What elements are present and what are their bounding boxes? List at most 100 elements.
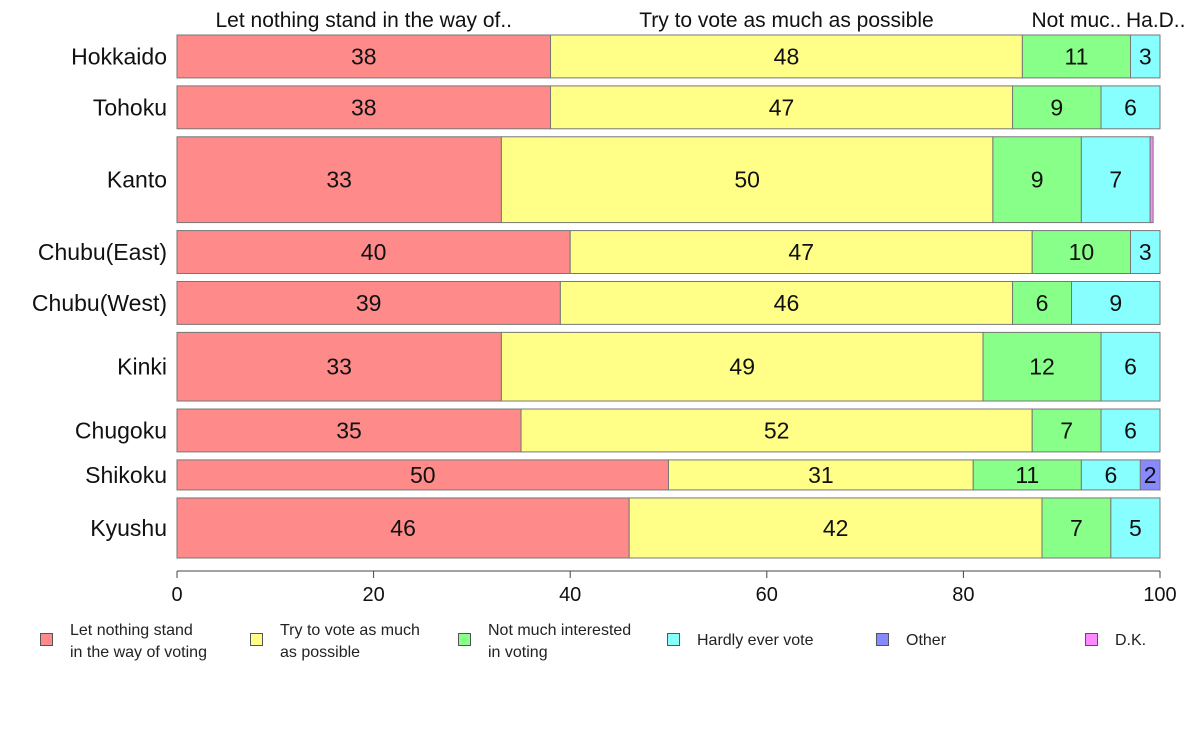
- bar-segment: [176, 408, 522, 453]
- data-label: 48: [774, 43, 800, 69]
- data-label: 12: [1029, 354, 1055, 380]
- bar-segment: [1130, 34, 1161, 79]
- data-label: 38: [351, 94, 377, 120]
- data-label: 9: [1050, 94, 1063, 120]
- bar-segment: [1031, 408, 1102, 453]
- data-label: 6: [1124, 417, 1137, 443]
- category-label: Chugoku: [75, 417, 167, 443]
- data-label: 46: [774, 290, 800, 316]
- x-tick-label: 60: [756, 584, 778, 606]
- data-label: 9: [1031, 167, 1044, 193]
- data-label: 40: [361, 239, 387, 265]
- x-tick-label: 80: [952, 584, 974, 606]
- data-label: 7: [1109, 167, 1122, 193]
- data-label: 38: [351, 43, 377, 69]
- category-label: Hokkaido: [71, 43, 167, 69]
- bar-segment: [1071, 280, 1161, 325]
- data-label: 50: [410, 462, 436, 488]
- data-label: 6: [1036, 290, 1049, 316]
- data-label: 11: [1064, 43, 1088, 69]
- legend-label: Hardly ever vote: [697, 632, 814, 649]
- data-label: 6: [1104, 462, 1117, 488]
- data-label: 11: [1015, 462, 1039, 488]
- bar-segment: [176, 34, 552, 79]
- legend-swatch: [876, 633, 889, 646]
- bar-segment: [1100, 331, 1161, 402]
- legend-item: Hardly ever vote: [667, 620, 814, 652]
- bar-segment: [1021, 34, 1132, 79]
- category-label: Shikoku: [85, 462, 167, 488]
- bar-segment: [176, 331, 502, 402]
- data-label: 47: [769, 94, 795, 120]
- bar-segment: [176, 230, 571, 274]
- category-label: Kanto: [107, 167, 167, 193]
- legend-item: Let nothing stand in the way of voting: [40, 620, 207, 664]
- x-tick-label: 0: [171, 584, 182, 606]
- bar-segment: [1041, 497, 1112, 559]
- legend-label: Let nothing stand in the way of voting: [70, 622, 207, 661]
- data-label: 46: [390, 515, 416, 541]
- bar-segment: [1100, 85, 1161, 130]
- x-tick-label: 20: [362, 584, 384, 606]
- series-header: Not muc..: [1032, 9, 1122, 32]
- series-header: Let nothing stand in the way of..: [215, 9, 512, 32]
- data-label: 42: [823, 515, 849, 541]
- bar-segment: [550, 85, 1014, 130]
- data-label: 39: [356, 290, 382, 316]
- bar-segment: [1012, 280, 1073, 325]
- bar-segment: [569, 230, 1033, 274]
- legend-swatch: [667, 633, 680, 646]
- category-label: Kinki: [117, 354, 167, 380]
- series-header: Try to vote as much as possible: [639, 9, 934, 32]
- data-label: 10: [1069, 239, 1095, 265]
- legend-swatch: [250, 633, 263, 646]
- data-label: 3: [1139, 43, 1152, 69]
- bar-segment: [1110, 497, 1161, 559]
- category-label: Tohoku: [93, 94, 167, 120]
- data-label: 3: [1139, 239, 1152, 265]
- data-label: 33: [326, 354, 352, 380]
- bar-segment: [1012, 85, 1102, 130]
- bar-segment: [176, 497, 630, 559]
- bar-segment: [982, 331, 1102, 402]
- legend-swatch: [1085, 633, 1098, 646]
- bar-segment: [176, 459, 669, 491]
- legend-label: Other: [906, 632, 947, 649]
- data-label: 49: [729, 354, 755, 380]
- bar-segment: [176, 136, 502, 224]
- bar-segment: [1139, 459, 1161, 491]
- series-header: D..: [1159, 9, 1186, 32]
- bar-segment: [628, 497, 1043, 559]
- data-label: 9: [1109, 290, 1122, 316]
- legend-item: Not much interested in voting: [458, 620, 631, 664]
- data-label: 6: [1124, 94, 1137, 120]
- bar-segment: [176, 280, 561, 325]
- data-label: 2: [1144, 462, 1157, 488]
- series-header: Ha..: [1126, 9, 1165, 32]
- x-tick-label: 100: [1143, 584, 1176, 606]
- data-label: 52: [764, 417, 790, 443]
- category-label: Chubu(West): [32, 290, 167, 316]
- data-label: 5: [1129, 515, 1142, 541]
- data-label: 7: [1070, 515, 1083, 541]
- data-label: 31: [808, 462, 834, 488]
- bar-segment: [176, 85, 552, 130]
- legend-label: Try to vote as much as possible: [280, 622, 420, 661]
- bar-segment: [500, 136, 994, 224]
- bar-segment: [1149, 136, 1154, 224]
- data-label: 50: [734, 167, 760, 193]
- legend-item: Other: [876, 620, 946, 652]
- category-label: Kyushu: [90, 515, 167, 541]
- legend-item: D.K.: [1085, 620, 1146, 652]
- legend-swatch: [458, 633, 471, 646]
- bar-segment: [972, 459, 1082, 491]
- category-label: Chubu(East): [38, 239, 167, 265]
- bar-segment: [1130, 230, 1161, 274]
- data-label: 47: [788, 239, 814, 265]
- data-label: 35: [336, 417, 362, 443]
- data-label: 7: [1060, 417, 1073, 443]
- data-label: 6: [1124, 354, 1137, 380]
- bar-segment: [500, 331, 984, 402]
- legend-item: Try to vote as much as possible: [250, 620, 420, 664]
- bar-segment: [559, 280, 1014, 325]
